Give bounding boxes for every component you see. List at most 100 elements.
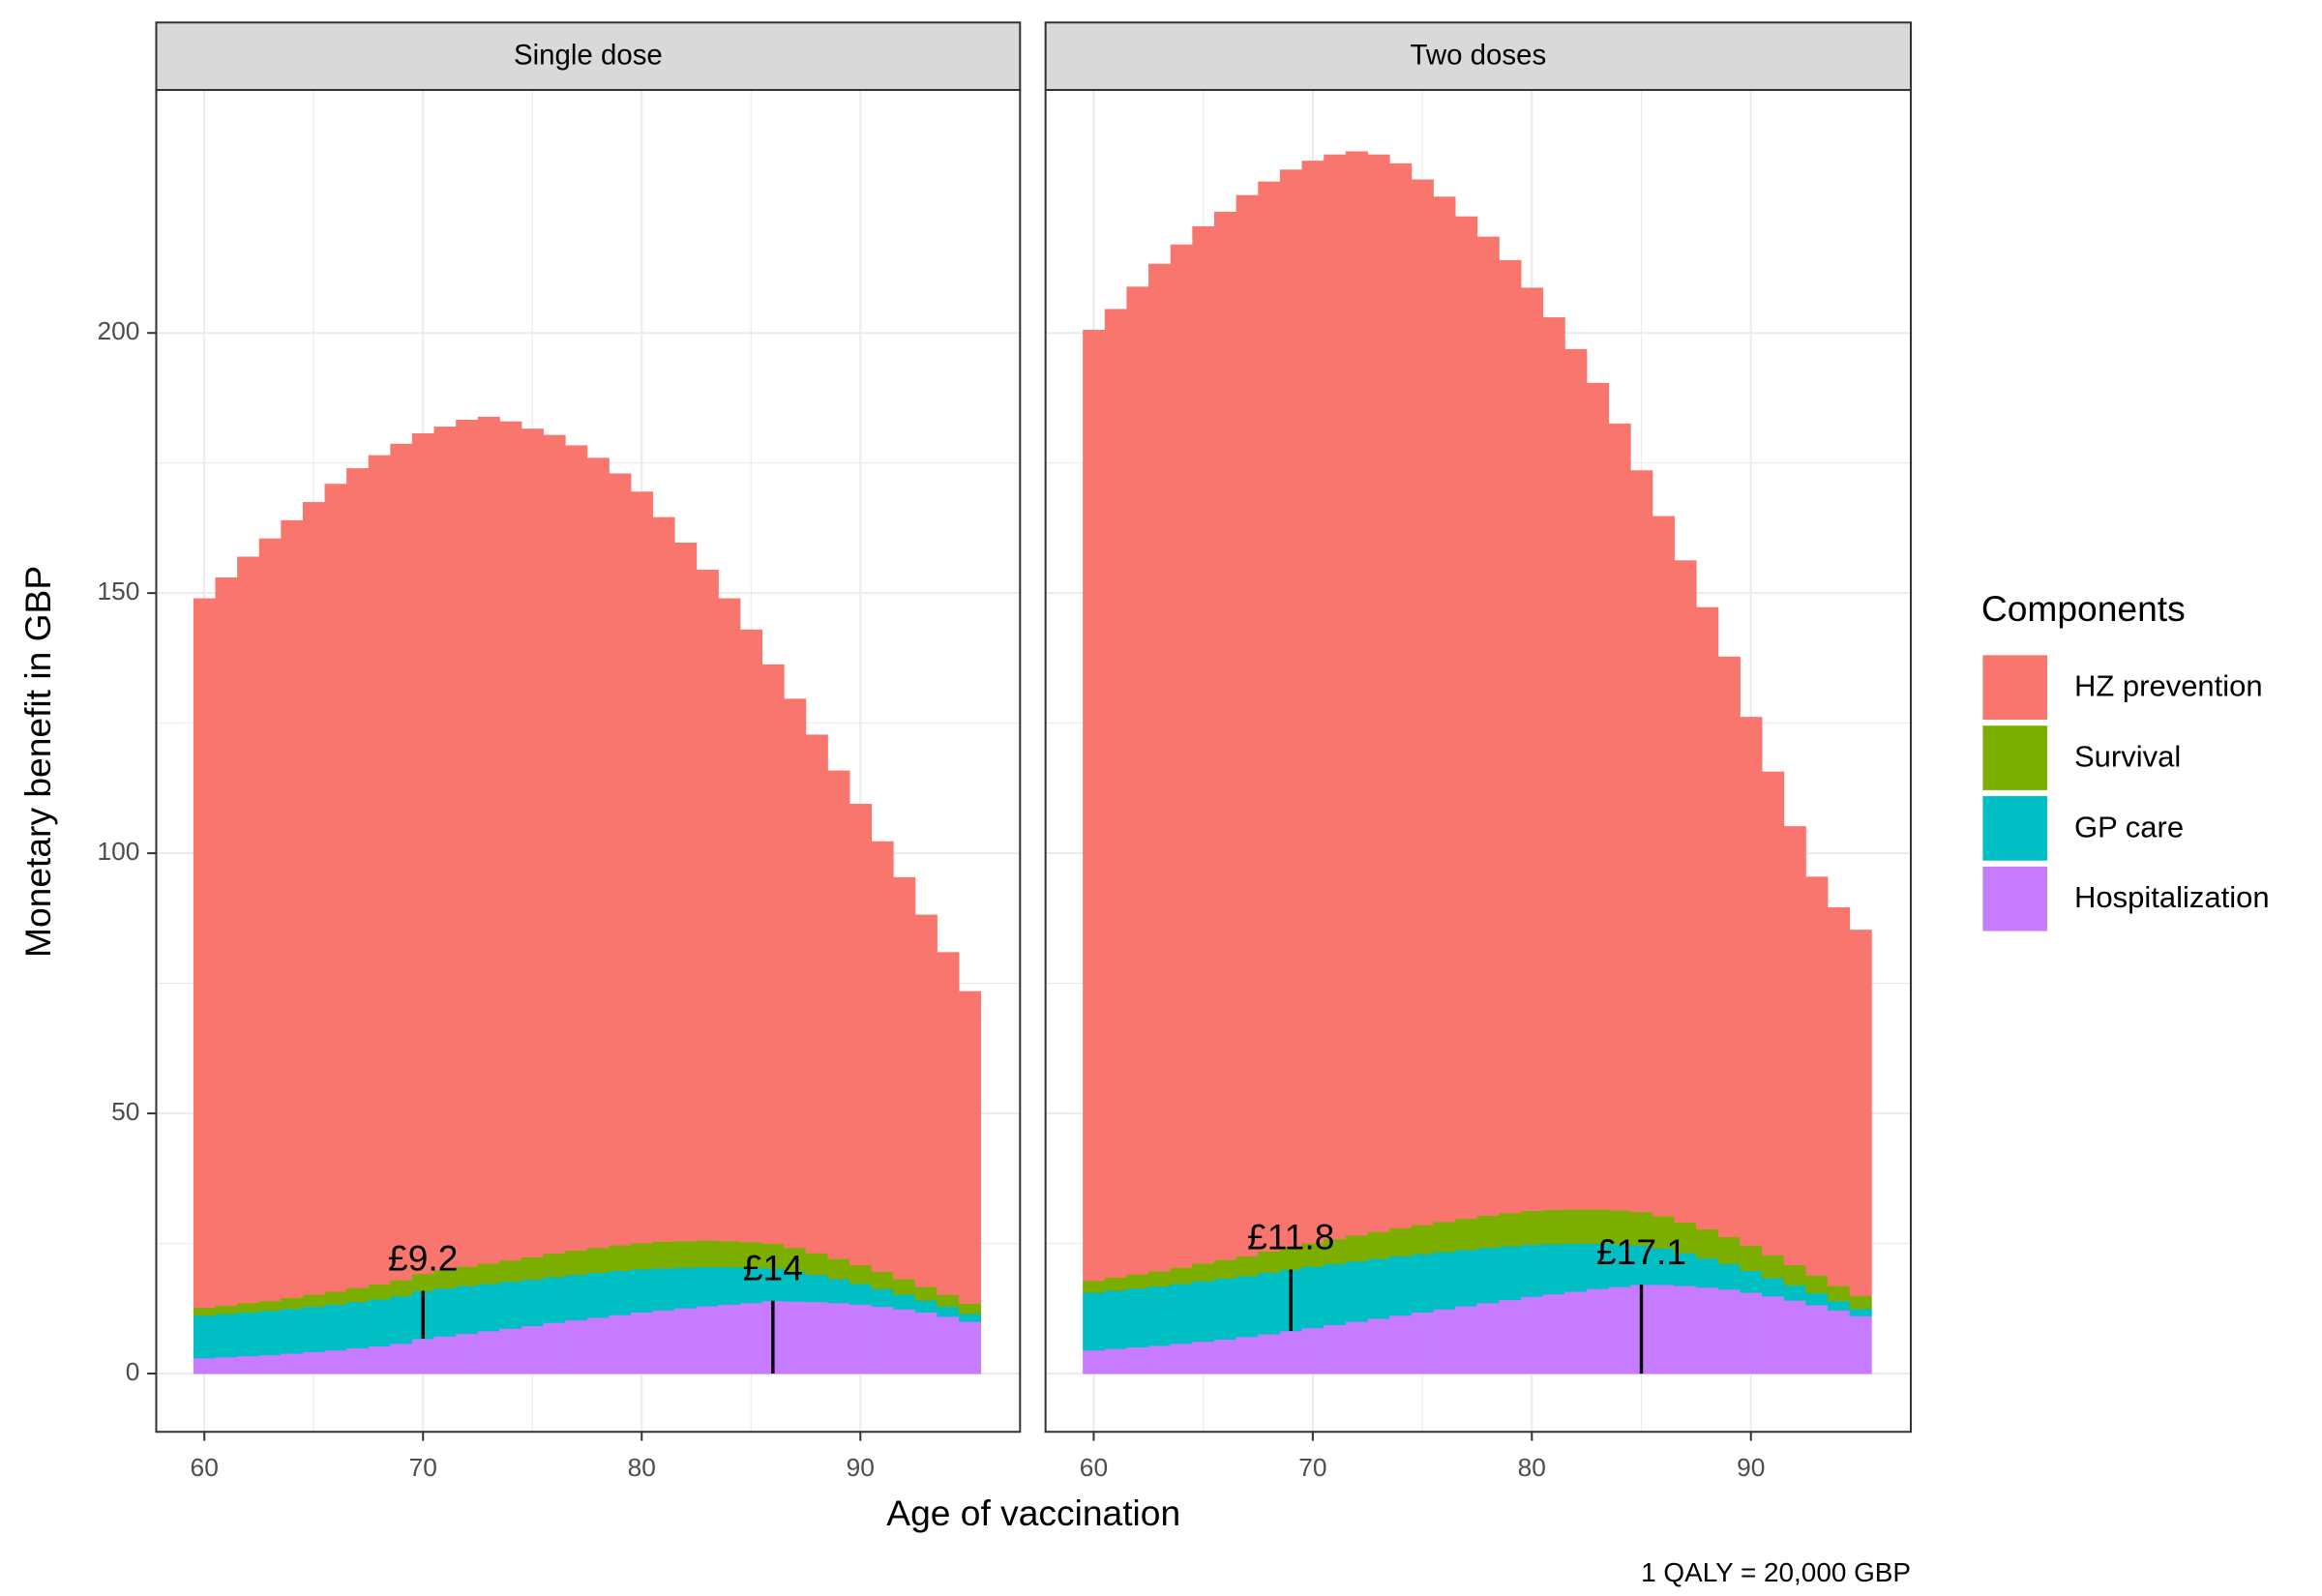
bar-segment [784, 1271, 807, 1302]
x-tick-label: 80 [628, 1453, 656, 1482]
bar-segment [193, 598, 216, 1309]
bar-segment [1455, 1218, 1478, 1251]
bar-segment [1301, 1327, 1325, 1374]
bar-segment [914, 1312, 938, 1374]
bar-segment [1564, 1209, 1588, 1245]
bar-segment [521, 1256, 545, 1281]
bar-segment [1170, 1283, 1193, 1345]
bar-segment [1455, 1306, 1478, 1374]
bar-segment [893, 1279, 916, 1295]
bar-segment [1170, 1343, 1193, 1374]
facet-strip [155, 21, 1022, 92]
x-tick-label: 60 [191, 1453, 219, 1482]
legend-label: GP care [2074, 810, 2184, 843]
facet-title: Two doses [1410, 40, 1546, 72]
bar-segment [959, 1303, 982, 1315]
bar-segment [1805, 876, 1829, 1276]
bar-segment [1083, 1292, 1106, 1351]
bar-segment [674, 1240, 698, 1268]
bar-segment [1827, 907, 1851, 1286]
bar-segment [1476, 1247, 1500, 1304]
bar-segment [477, 1283, 500, 1332]
bar-segment [1367, 1258, 1390, 1319]
bar-segment [586, 1247, 610, 1274]
bar-segment [368, 1345, 391, 1374]
bar-segment [696, 1266, 719, 1307]
bar-segment [1345, 151, 1368, 1236]
y-tick-label: 50 [111, 1097, 139, 1126]
bar-segment [1717, 1288, 1741, 1374]
bar-segment [1148, 1286, 1172, 1346]
x-tick-label: 90 [847, 1453, 875, 1482]
bar-segment [1083, 1349, 1106, 1374]
bar-segment [1652, 1216, 1675, 1249]
bar-segment [456, 1333, 479, 1374]
y-tick-label: 150 [97, 576, 139, 606]
bar-segment [914, 1286, 938, 1301]
bar-segment [1717, 656, 1741, 1238]
bar-segment [477, 1330, 500, 1374]
bar-segment [848, 1304, 873, 1374]
bar-segment [1652, 1248, 1675, 1286]
bar-segment [1630, 470, 1653, 1213]
bar-segment [914, 914, 938, 1287]
caption: 1 QALY = 20,000 GBP [1641, 1557, 1911, 1587]
bar-segment [718, 1240, 741, 1268]
bar-segment [1476, 236, 1500, 1216]
bar-segment [696, 569, 719, 1241]
bar-segment [1411, 1225, 1434, 1255]
bar-segment [1433, 1221, 1456, 1253]
bar-segment [1674, 1253, 1697, 1286]
bar-segment [1324, 1238, 1347, 1264]
bar-segment [1213, 1259, 1237, 1280]
bar-segment [937, 1306, 960, 1317]
bar-segment [696, 1240, 719, 1268]
bar-segment [1520, 1210, 1544, 1246]
bar-segment [1630, 1211, 1653, 1246]
bar-segment [543, 1322, 566, 1374]
bar-segment [1564, 348, 1588, 1210]
bar-segment [1389, 1256, 1413, 1316]
bar-segment [1126, 1346, 1149, 1374]
bar-segment [1192, 1341, 1215, 1374]
bar-segment [1367, 1231, 1390, 1259]
bar-segment [193, 1315, 216, 1359]
bar-segment [1849, 1315, 1872, 1374]
bar-segment [1170, 244, 1193, 1268]
bar-segment [739, 1302, 763, 1374]
bar-segment [1126, 1274, 1149, 1289]
bar-segment [871, 1288, 894, 1308]
bar-segment [827, 1302, 850, 1374]
bar-segment [1345, 1260, 1368, 1322]
bar-segment [258, 1300, 282, 1312]
bar-segment [1674, 1222, 1697, 1254]
bar-segment [1696, 1257, 1719, 1288]
bar-segment [1762, 1255, 1785, 1279]
bar-segment [1608, 1210, 1631, 1245]
bar-segment [609, 1315, 632, 1374]
bar-segment [302, 1351, 325, 1374]
bar-segment [1235, 1256, 1259, 1277]
bar-segment [586, 1316, 610, 1374]
bar-segment [1301, 1266, 1325, 1329]
bar-segment [499, 1259, 522, 1283]
bar-segment [718, 1266, 741, 1305]
bar-segment [1499, 259, 1522, 1214]
bar-segment [1258, 181, 1281, 1253]
bar-segment [871, 1306, 894, 1374]
bar-segment [477, 1262, 500, 1285]
legend-key [1982, 655, 2048, 721]
bar-segment [586, 458, 610, 1249]
annotation-label: £17.1 [1596, 1231, 1686, 1272]
bar-segment [1476, 1215, 1500, 1249]
bar-segment [1367, 154, 1390, 1232]
y-tick-label: 100 [97, 837, 139, 866]
bar-segment [543, 1253, 566, 1278]
bar-segment [1762, 1278, 1785, 1297]
bar-segment [411, 433, 435, 1275]
bar-segment [543, 434, 566, 1255]
bar-segment [390, 443, 413, 1281]
bar-segment [1849, 1295, 1872, 1310]
bar-segment [784, 698, 807, 1249]
bar-segment [281, 1297, 304, 1310]
